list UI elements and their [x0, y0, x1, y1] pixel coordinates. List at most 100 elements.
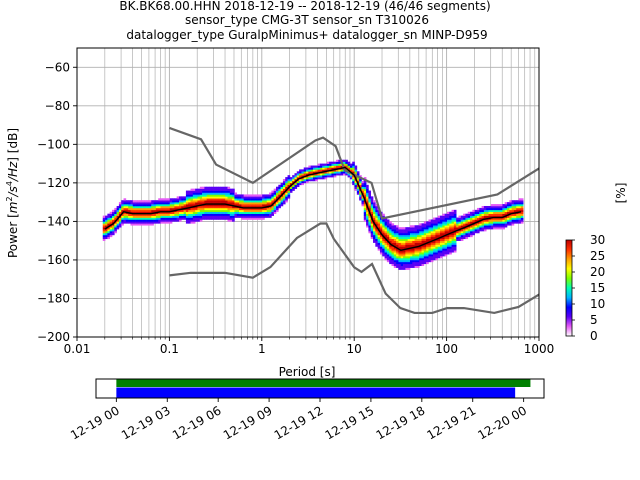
heatmap-cell	[446, 252, 450, 255]
heatmap-cell	[363, 207, 367, 211]
heatmap-cell	[490, 207, 494, 211]
heatmap-cell	[264, 194, 268, 197]
heatmap-cell	[225, 211, 228, 214]
heatmap-cell	[128, 205, 131, 209]
heatmap-cell	[185, 194, 189, 197]
heatmap-cell	[213, 209, 217, 213]
heatmap-cell	[520, 221, 524, 224]
heatmap-cell	[303, 167, 307, 170]
heatmap-cell	[109, 219, 113, 222]
heatmap-cell	[451, 221, 455, 224]
heatmap-cell	[511, 207, 515, 211]
heatmap-cell	[458, 219, 462, 222]
heatmap-cell	[412, 250, 415, 253]
heatmap-cell	[389, 254, 392, 257]
heatmap-cell	[500, 221, 503, 224]
heatmap-cell	[361, 182, 365, 186]
heatmap-cell	[250, 194, 254, 197]
heatmap-cell	[266, 213, 270, 216]
heatmap-cell	[259, 204, 263, 207]
heatmap-cell	[509, 215, 512, 218]
heatmap-cell	[467, 227, 471, 230]
heatmap-cell	[386, 244, 390, 247]
heatmap-cell	[239, 211, 242, 214]
heatmap-cell	[121, 223, 124, 226]
heatmap-cell	[513, 221, 517, 224]
heatmap-cell	[227, 213, 231, 216]
heatmap-cell	[435, 227, 439, 230]
heatmap-cell	[239, 207, 242, 211]
heatmap-cell	[190, 194, 194, 197]
heatmap-cell	[197, 192, 201, 195]
heatmap-cell	[444, 242, 448, 245]
heatmap-cell	[209, 186, 212, 189]
heatmap-cell	[160, 215, 164, 218]
heatmap-cell	[479, 223, 482, 226]
heatmap-cell	[389, 246, 392, 249]
heatmap-cell	[234, 192, 238, 195]
heatmap-cell	[476, 227, 480, 230]
heatmap-cell	[377, 213, 381, 216]
heatmap-cell	[435, 234, 439, 238]
heatmap-cell	[493, 219, 496, 222]
heatmap-cell	[315, 179, 318, 182]
heatmap-cell	[375, 204, 378, 207]
heatmap-cell	[222, 207, 226, 211]
heatmap-cell	[497, 225, 501, 228]
heatmap-cell	[144, 221, 147, 224]
heatmap-cell	[116, 207, 120, 211]
heatmap-cell	[102, 232, 106, 236]
heatmap-cell	[458, 238, 462, 241]
heatmap-cell	[520, 209, 524, 213]
heatmap-cell	[435, 252, 439, 255]
heatmap-cell	[158, 207, 161, 211]
heatmap-cell	[322, 165, 325, 168]
heatmap-cell	[142, 221, 145, 224]
heatmap-cell	[195, 202, 198, 205]
heatmap-cell	[241, 209, 244, 213]
heatmap-cell	[241, 202, 244, 205]
heatmap-cell	[137, 217, 141, 220]
heatmap-cell	[306, 179, 309, 182]
heatmap-cell	[336, 173, 339, 176]
heatmap-cell	[276, 202, 279, 205]
heatmap-cell	[116, 205, 120, 209]
heatmap-cell	[449, 221, 452, 224]
heatmap-cell	[202, 186, 205, 189]
heatmap-cell	[137, 219, 141, 222]
heatmap-cell	[185, 192, 189, 195]
heatmap-cell	[430, 227, 434, 230]
heatmap-cell	[222, 200, 226, 203]
heatmap-cell	[416, 231, 420, 234]
heatmap-cell	[453, 227, 457, 230]
heatmap-cell	[245, 202, 249, 205]
heatmap-cell	[389, 238, 392, 241]
heatmap-cell	[324, 169, 328, 172]
heatmap-cell	[470, 231, 473, 234]
heatmap-cell	[278, 188, 281, 191]
heatmap-cell	[255, 215, 258, 218]
heatmap-cell	[220, 190, 224, 193]
heatmap-cell	[465, 232, 469, 236]
heatmap-cell	[185, 221, 189, 224]
heatmap-cell	[282, 202, 286, 205]
heatmap-cell	[278, 186, 281, 189]
heatmap-cell	[442, 246, 445, 249]
heatmap-cell	[199, 217, 203, 220]
heatmap-cell	[460, 234, 464, 238]
heatmap-cell	[225, 209, 228, 213]
heatmap-cell	[440, 256, 443, 259]
heatmap-cell	[282, 188, 286, 191]
heatmap-cell	[377, 244, 381, 247]
heatmap-cell	[430, 248, 434, 251]
heatmap-cell	[322, 173, 325, 176]
heatmap-cell	[400, 244, 404, 247]
heatmap-cell	[199, 186, 203, 189]
heatmap-cell	[453, 217, 457, 220]
heatmap-cell	[396, 250, 399, 253]
heatmap-cell	[444, 248, 448, 251]
heatmap-cell	[185, 207, 189, 211]
heatmap-cell	[276, 186, 279, 189]
x-tick-label: 0.1	[160, 342, 179, 356]
heatmap-cell	[507, 204, 510, 207]
